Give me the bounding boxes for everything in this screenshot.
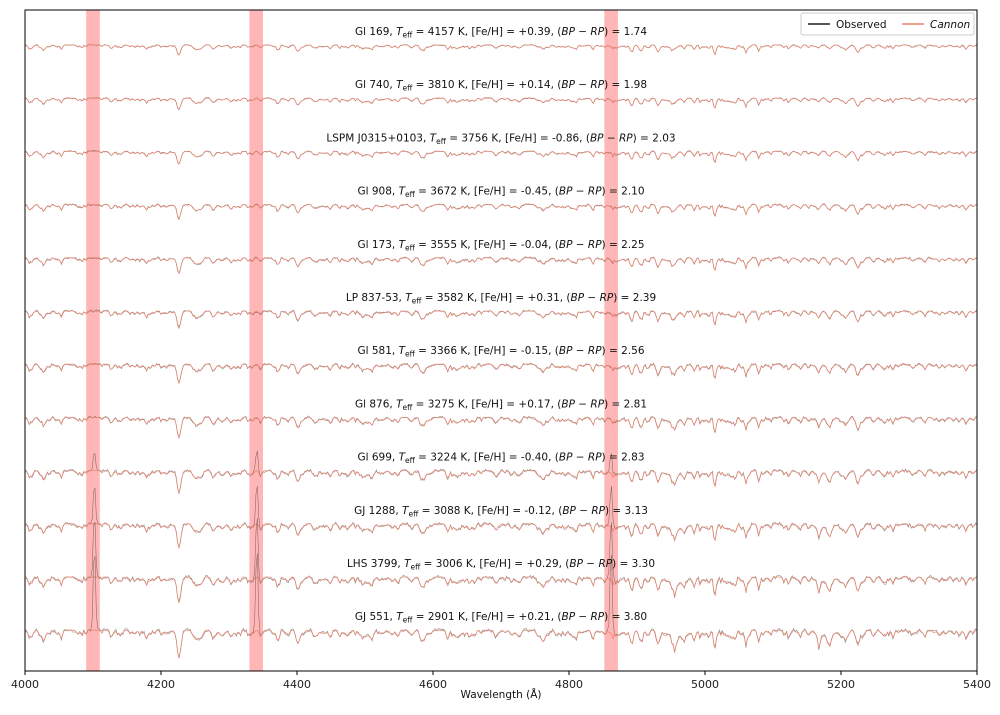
star-label-10: LHS 3799, Teff = 3006 K, [Fe/H] = +0.29,… <box>347 558 655 572</box>
x-tick-label: 4400 <box>283 678 311 691</box>
legend-box <box>800 12 975 36</box>
observed-spectrum-6 <box>24 362 978 384</box>
cannon-spectrum-2 <box>25 150 978 165</box>
observed-spectrum-2 <box>24 150 978 165</box>
observed-spectrum-1 <box>24 97 978 111</box>
legend-label-observed: Observed <box>836 19 887 31</box>
x-tick-label: 5200 <box>827 678 855 691</box>
star-label-1: Gl 740, Teff = 3810 K, [Fe/H] = +0.14, (… <box>355 79 647 93</box>
star-label-9: GJ 1288, Teff = 3088 K, [Fe/H] = -0.12, … <box>354 505 648 519</box>
cannon-spectrum-10 <box>25 576 978 603</box>
star-label-3: Gl 908, Teff = 3672 K, [Fe/H] = -0.45, (… <box>357 186 644 200</box>
star-label-5: LP 837-53, Teff = 3582 K, [Fe/H] = +0.31… <box>346 292 656 306</box>
emission-line-shading <box>86 10 618 671</box>
x-tick-label: 4800 <box>555 678 583 691</box>
observed-spectrum-4 <box>24 256 978 275</box>
shaded-region-1 <box>249 10 263 671</box>
star-label-2: LSPM J0315+0103, Teff = 3756 K, [Fe/H] =… <box>326 132 675 146</box>
x-axis-ticks: 4000 4200 4400 4600 4800 5000 5200 5400 <box>11 671 991 691</box>
cannon-spectrum-8 <box>25 470 978 495</box>
star-label-4: Gl 173, Teff = 3555 K, [Fe/H] = -0.04, (… <box>357 239 644 253</box>
spectra-series <box>24 44 978 659</box>
cannon-spectrum-11 <box>25 629 978 659</box>
x-tick-label: 4000 <box>11 678 39 691</box>
cannon-spectrum-1 <box>25 97 978 111</box>
star-label-6: Gl 581, Teff = 3366 K, [Fe/H] = -0.15, (… <box>357 345 644 359</box>
observed-spectrum-3 <box>24 203 978 221</box>
cannon-spectrum-6 <box>25 363 978 385</box>
star-label-11: GJ 551, Teff = 2901 K, [Fe/H] = +0.21, (… <box>355 611 647 625</box>
observed-spectrum-7 <box>24 415 978 439</box>
plot-frame <box>24 9 978 672</box>
x-tick-label: 5400 <box>963 678 991 691</box>
cannon-spectrum-7 <box>25 416 978 440</box>
x-tick-label: 5000 <box>691 678 719 691</box>
cannon-spectrum-4 <box>25 257 978 275</box>
shaded-region-0 <box>86 10 100 671</box>
x-tick-label: 4600 <box>419 678 447 691</box>
x-tick-label: 4200 <box>147 678 175 691</box>
legend: Observed Cannon <box>800 12 975 36</box>
cannon-spectrum-5 <box>25 310 978 330</box>
star-labels: Gl 169, Teff = 4157 K, [Fe/H] = +0.39, (… <box>326 26 675 625</box>
legend-label-cannon: Cannon <box>930 19 970 31</box>
cannon-spectrum-9 <box>25 523 978 550</box>
cannon-spectrum-3 <box>25 204 978 220</box>
star-label-0: Gl 169, Teff = 4157 K, [Fe/H] = +0.39, (… <box>355 26 647 40</box>
cannon-spectrum-0 <box>25 44 978 56</box>
x-axis-label: Wavelength (Å) <box>460 688 541 701</box>
star-label-7: Gl 876, Teff = 3275 K, [Fe/H] = +0.17, (… <box>355 398 647 412</box>
shaded-region-2 <box>604 10 618 671</box>
star-label-8: Gl 699, Teff = 3224 K, [Fe/H] = -0.40, (… <box>357 452 644 466</box>
observed-spectrum-0 <box>24 44 978 56</box>
